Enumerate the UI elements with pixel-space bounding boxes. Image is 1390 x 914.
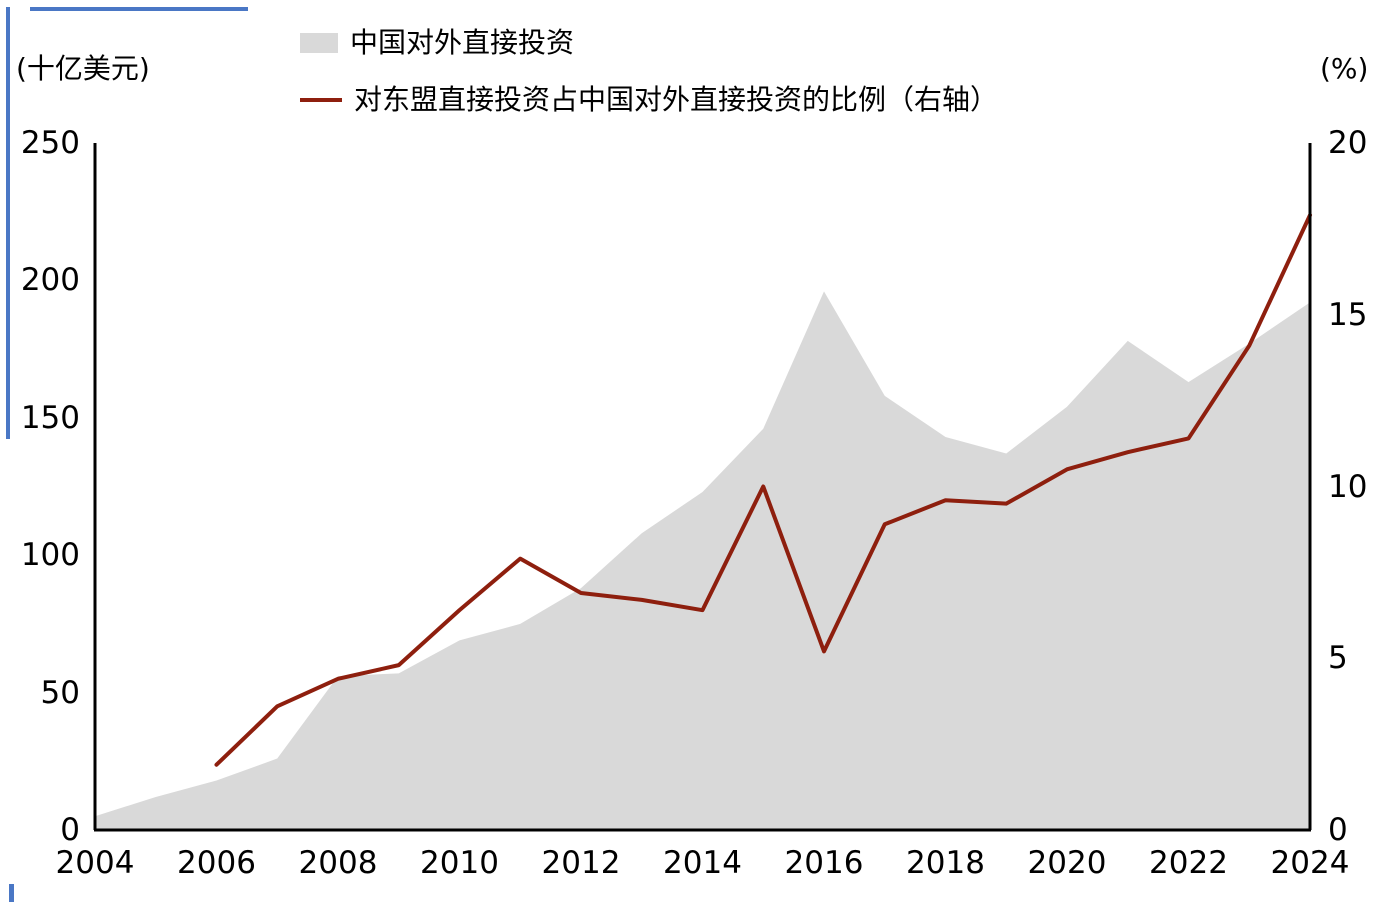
area-series: [95, 291, 1310, 831]
area-swatch-icon: [300, 32, 338, 53]
legend-item-area: 中国对外直接投资: [300, 14, 998, 71]
x-axis-tick-label: 2014: [663, 845, 742, 881]
legend-label-area: 中国对外直接投资: [350, 25, 575, 59]
y-axis-left-tick-label: 100: [20, 537, 80, 574]
right-axis-unit-label: (%): [1320, 52, 1369, 85]
x-axis-tick-label: 2020: [1027, 845, 1107, 881]
y-axis-right-tick-label: 20: [1328, 125, 1368, 161]
x-axis-tick-label: 2004: [55, 845, 135, 881]
x-axis-tick-label: 2018: [906, 845, 985, 881]
y-axis-right-tick-label: 0: [1328, 812, 1348, 848]
left-axis-unit-label: (十亿美元): [16, 52, 150, 85]
y-axis-left-tick-label: 150: [20, 399, 80, 436]
x-axis-tick-label: 2024: [1270, 845, 1350, 881]
blue-border-top: [30, 7, 248, 11]
blue-border-left: [6, 7, 10, 439]
y-axis-left-tick-label: 50: [40, 674, 80, 711]
y-axis-left-tick-label: 250: [20, 125, 80, 161]
x-axis-tick-label: 2012: [541, 845, 621, 881]
legend: 中国对外直接投资 对东盟直接投资占中国对外直接投资的比例（右轴）: [300, 14, 998, 128]
y-axis-left-tick-label: 200: [20, 262, 80, 299]
y-axis-left-tick-label: 0: [60, 812, 80, 848]
y-axis-right-tick-label: 15: [1328, 296, 1368, 333]
x-axis-tick-label: 2022: [1149, 845, 1228, 881]
blue-mark-bottom-left: [9, 884, 14, 902]
legend-item-line: 对东盟直接投资占中国对外直接投资的比例（右轴）: [300, 71, 998, 128]
x-axis-tick-label: 2008: [298, 845, 378, 881]
x-axis-tick-label: 2006: [177, 845, 256, 881]
y-axis-right-tick-label: 5: [1328, 640, 1348, 677]
y-axis-right-tick-label: 10: [1328, 468, 1368, 505]
x-axis-tick-label: 2010: [420, 845, 499, 881]
line-swatch-icon: [300, 97, 342, 102]
x-axis-tick-label: 2016: [784, 845, 864, 881]
legend-label-line: 对东盟直接投资占中国对外直接投资的比例（右轴）: [354, 82, 999, 116]
line-series: [214, 213, 1312, 767]
